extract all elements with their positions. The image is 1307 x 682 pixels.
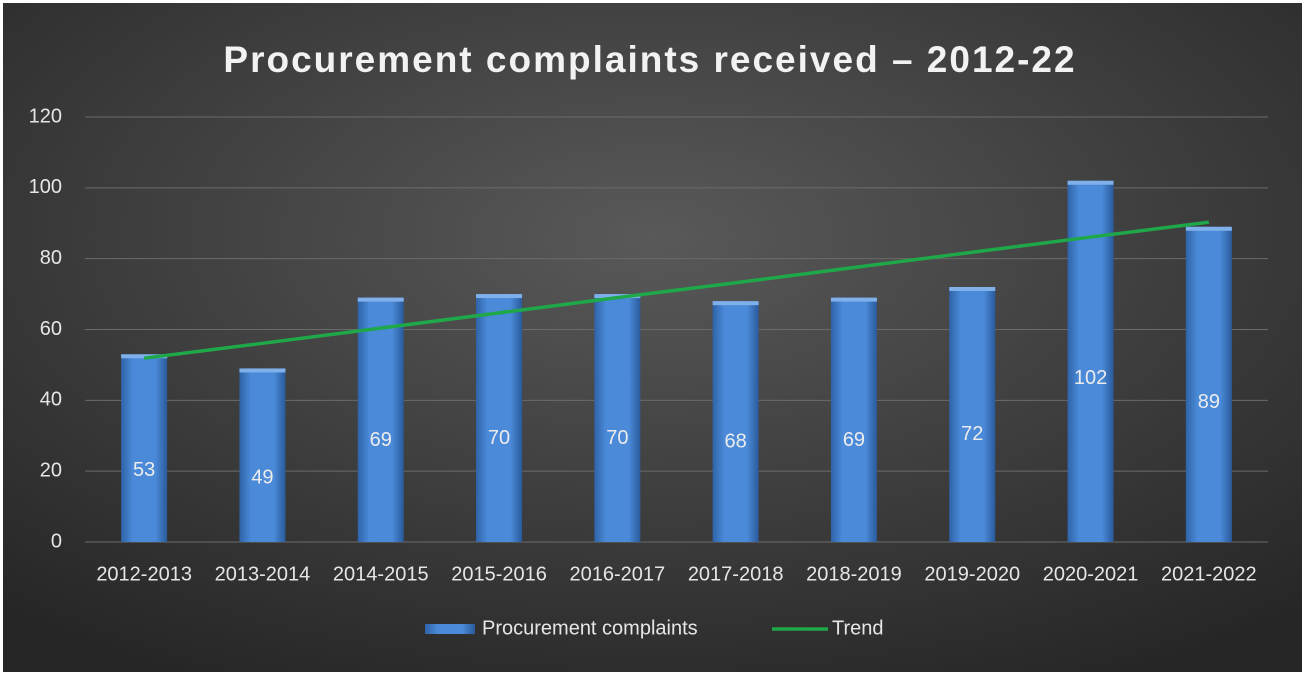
y-tick-label: 120 xyxy=(29,105,62,127)
x-tick-label: 2021-2022 xyxy=(1161,563,1257,585)
bar-bevel xyxy=(357,297,404,302)
bar xyxy=(121,354,168,542)
bar xyxy=(239,368,286,542)
x-tick-label: 2019-2020 xyxy=(924,563,1020,585)
y-tick-label: 100 xyxy=(29,176,62,198)
bar-bevel xyxy=(476,294,523,299)
data-label: 68 xyxy=(725,431,747,453)
y-tick-label: 0 xyxy=(51,530,62,552)
y-tick-label: 80 xyxy=(40,247,62,269)
data-label: 69 xyxy=(843,429,865,451)
bar xyxy=(712,301,759,542)
x-tick-label: 2012-2013 xyxy=(96,563,192,585)
data-label: 72 xyxy=(961,423,983,445)
trend-line xyxy=(143,220,1210,360)
legend-label: Procurement complaints xyxy=(482,617,698,639)
x-tick-label: 2016-2017 xyxy=(570,563,666,585)
y-tick-label: 20 xyxy=(40,459,62,481)
chart-title: Procurement complaints received – 2012-2… xyxy=(223,39,1076,80)
bar-bevel xyxy=(712,301,759,306)
bar xyxy=(1185,226,1232,542)
data-label: 49 xyxy=(251,466,273,488)
bar-bevel xyxy=(1185,226,1232,231)
data-label: 70 xyxy=(606,427,628,449)
bar xyxy=(594,294,641,542)
bar-bevel xyxy=(949,287,996,291)
bar-bevel xyxy=(239,368,286,373)
y-tick-label: 40 xyxy=(40,389,62,411)
bar-bevel xyxy=(830,297,877,302)
bar xyxy=(476,294,523,542)
x-tick-label: 2015-2016 xyxy=(451,563,547,585)
bar xyxy=(1067,180,1114,542)
x-tick-label: 2014-2015 xyxy=(333,563,429,585)
legend-label: Trend xyxy=(832,617,884,639)
bar-bevel xyxy=(121,354,168,359)
bar-bevel xyxy=(1067,180,1114,185)
bar xyxy=(830,297,877,542)
bar xyxy=(357,297,404,542)
data-label: 89 xyxy=(1198,391,1220,413)
x-tick-label: 2013-2014 xyxy=(215,563,311,585)
y-tick-label: 60 xyxy=(40,318,62,340)
bar xyxy=(949,287,996,542)
x-tick-label: 2017-2018 xyxy=(688,563,784,585)
legend-swatch xyxy=(425,624,475,634)
data-label: 69 xyxy=(370,429,392,451)
data-label: 102 xyxy=(1074,367,1107,389)
data-label: 53 xyxy=(133,459,155,481)
x-tick-label: 2020-2021 xyxy=(1043,563,1139,585)
x-tick-label: 2018-2019 xyxy=(806,563,902,585)
data-label: 70 xyxy=(488,427,510,449)
